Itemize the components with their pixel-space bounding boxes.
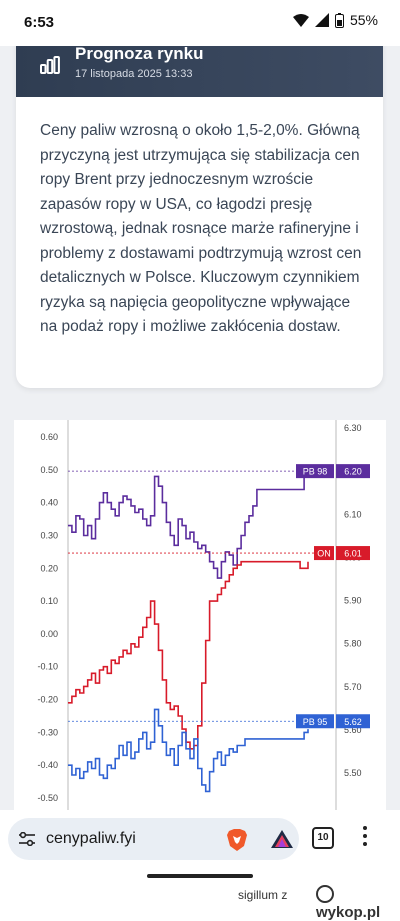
left-tick-label: -0.10 xyxy=(37,662,58,672)
bar-chart-icon xyxy=(40,56,60,74)
brave-rewards-icon[interactable] xyxy=(270,829,294,849)
left-tick-label: -0.30 xyxy=(37,727,58,737)
market-forecast-card: Prognoza rynku 17 listopada 2025 13:33 C… xyxy=(16,46,383,388)
series-name-label: PB 95 xyxy=(303,717,328,727)
status-time: 6:53 xyxy=(24,14,55,31)
series-name-label: PB 98 xyxy=(303,467,328,477)
price-chart-svg: 0.60 0.50 0.40 0.30 0.20 0.10 0.00 -0.10 -0.20 -0… xyxy=(37,420,370,810)
series-name-tag xyxy=(296,714,334,729)
site-settings-icon[interactable] xyxy=(18,832,36,846)
right-tick-label: 5.50 xyxy=(344,768,362,778)
card-title: Prognoza rynku xyxy=(75,46,204,63)
current-value-label: 5.62 xyxy=(344,717,362,727)
left-tick-label: 0.60 xyxy=(40,432,58,442)
right-tick-label: 5.80 xyxy=(344,639,362,649)
left-tick-label: 0.30 xyxy=(40,530,58,540)
status-icons: 55% xyxy=(292,12,378,28)
left-tick-label: 0.10 xyxy=(40,596,58,606)
left-tick-label: 0.50 xyxy=(40,465,58,475)
current-value-tag xyxy=(336,464,370,479)
brave-shields-icon[interactable] xyxy=(226,828,248,852)
card-date: 17 listopada 2025 13:33 xyxy=(75,68,193,80)
page-content: Prognoza rynku 17 listopada 2025 13:33 C… xyxy=(0,46,400,810)
left-tick-label: -0.50 xyxy=(37,793,58,803)
series-name-tag xyxy=(314,546,334,561)
series-line-pb-98 xyxy=(68,469,309,579)
url-text[interactable]: cenypaliw.fyi xyxy=(46,830,136,847)
current-value-tag xyxy=(336,714,370,729)
right-tick-label: 5.70 xyxy=(344,682,362,692)
forecast-text: Ceny paliw wzrosną o około 1,5-2,0%. Głó… xyxy=(40,122,362,335)
left-tick-label: 0.00 xyxy=(40,629,58,639)
watermark-user: sigillum z xyxy=(238,888,288,902)
overflow-menu-icon[interactable] xyxy=(361,826,369,850)
battery-icon xyxy=(334,12,344,28)
home-indicator[interactable] xyxy=(147,874,253,878)
wykop-logo: wykop.pl xyxy=(316,885,400,921)
left-tick-label: 0.20 xyxy=(40,563,58,573)
right-tick-label: 5.60 xyxy=(344,725,362,735)
signal-icon xyxy=(314,13,329,27)
address-bar[interactable]: cenypaliw.fyi xyxy=(8,818,299,860)
card-header: Prognoza rynku 17 listopada 2025 13:33 xyxy=(16,46,383,97)
left-tick-label: -0.40 xyxy=(37,760,58,770)
price-chart: 0.60 0.50 0.40 0.30 0.20 0.10 0.00 -0.10 -0.20 -0… xyxy=(14,420,386,810)
current-value-tag xyxy=(336,546,370,561)
series-name-label: ON xyxy=(317,549,331,559)
left-tick-label: 0.40 xyxy=(40,498,58,508)
current-value-label: 6.20 xyxy=(344,467,362,477)
browser-toolbar: cenypaliw.fyi 10 xyxy=(0,810,400,880)
battery-level: 55% xyxy=(349,12,378,28)
current-value-label: 6.01 xyxy=(344,549,362,559)
right-tick-label: 5.90 xyxy=(344,596,362,606)
left-tick-label: -0.20 xyxy=(37,695,58,705)
tab-switcher-button[interactable]: 10 xyxy=(312,827,334,849)
right-tick-label: 6.30 xyxy=(344,423,362,433)
status-bar: 6:53 55% xyxy=(0,0,400,46)
watermark: sigillum z wykop.pl xyxy=(0,880,400,921)
series-line-pb-95 xyxy=(68,708,309,793)
series-line-on xyxy=(68,560,309,750)
series-name-tag xyxy=(296,464,334,479)
wifi-icon xyxy=(292,13,309,27)
right-tick-label: 6.10 xyxy=(344,509,362,519)
